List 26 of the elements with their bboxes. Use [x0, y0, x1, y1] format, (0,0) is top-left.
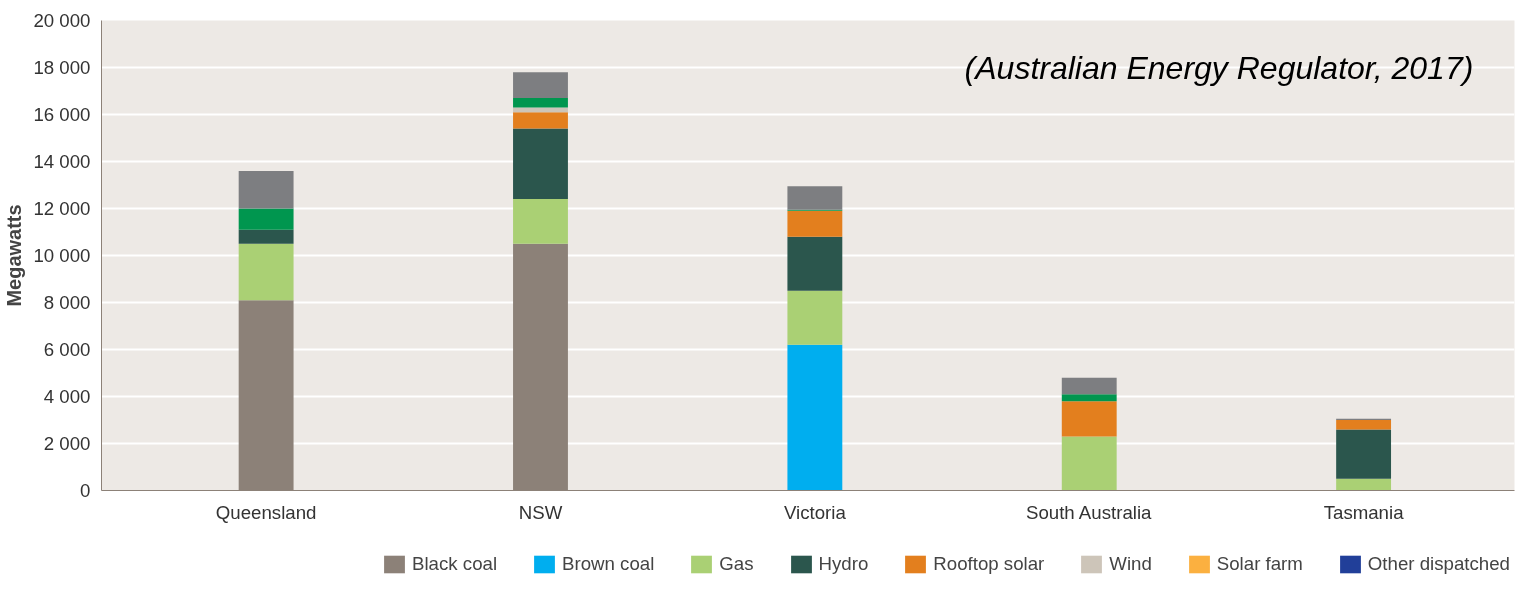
x-tick-label: Victoria [783, 501, 847, 523]
y-tick-label: 18 000 [33, 57, 91, 78]
legend-label: Black coal [412, 553, 498, 575]
x-tick-label: Queensland [215, 501, 317, 523]
y-axis-title: Megawatts [3, 204, 26, 307]
x-tick-label: Tasmania [1323, 501, 1405, 523]
y-tick-label: 12 000 [33, 198, 91, 219]
y-tick-label: 0 [80, 480, 91, 501]
y-tick-label: 2 000 [43, 433, 91, 454]
x-tick-label: South Australia [1025, 501, 1153, 523]
legend-label: Brown coal [562, 553, 655, 575]
y-tick-label: 6 000 [43, 339, 91, 360]
y-tick-label: 4 000 [43, 386, 91, 407]
y-tick-label: 10 000 [33, 245, 91, 266]
y-tick-label: 8 000 [43, 292, 91, 313]
legend-label: Wind [1109, 553, 1152, 575]
y-tick-label: 16 000 [33, 104, 91, 125]
legend-label: Hydro [818, 553, 869, 575]
y-tick-label: 14 000 [33, 151, 91, 172]
annotation: (Australian Energy Regulator, 2017) [964, 49, 1474, 86]
legend-label: Rooftop solar [933, 553, 1045, 575]
legend-label: Gas [719, 553, 754, 575]
y-tick-label: 20 000 [33, 10, 91, 31]
legend-label: Other dispatched [1367, 553, 1510, 575]
x-tick-label: NSW [518, 501, 563, 523]
legend-label: Solar farm [1216, 553, 1303, 575]
